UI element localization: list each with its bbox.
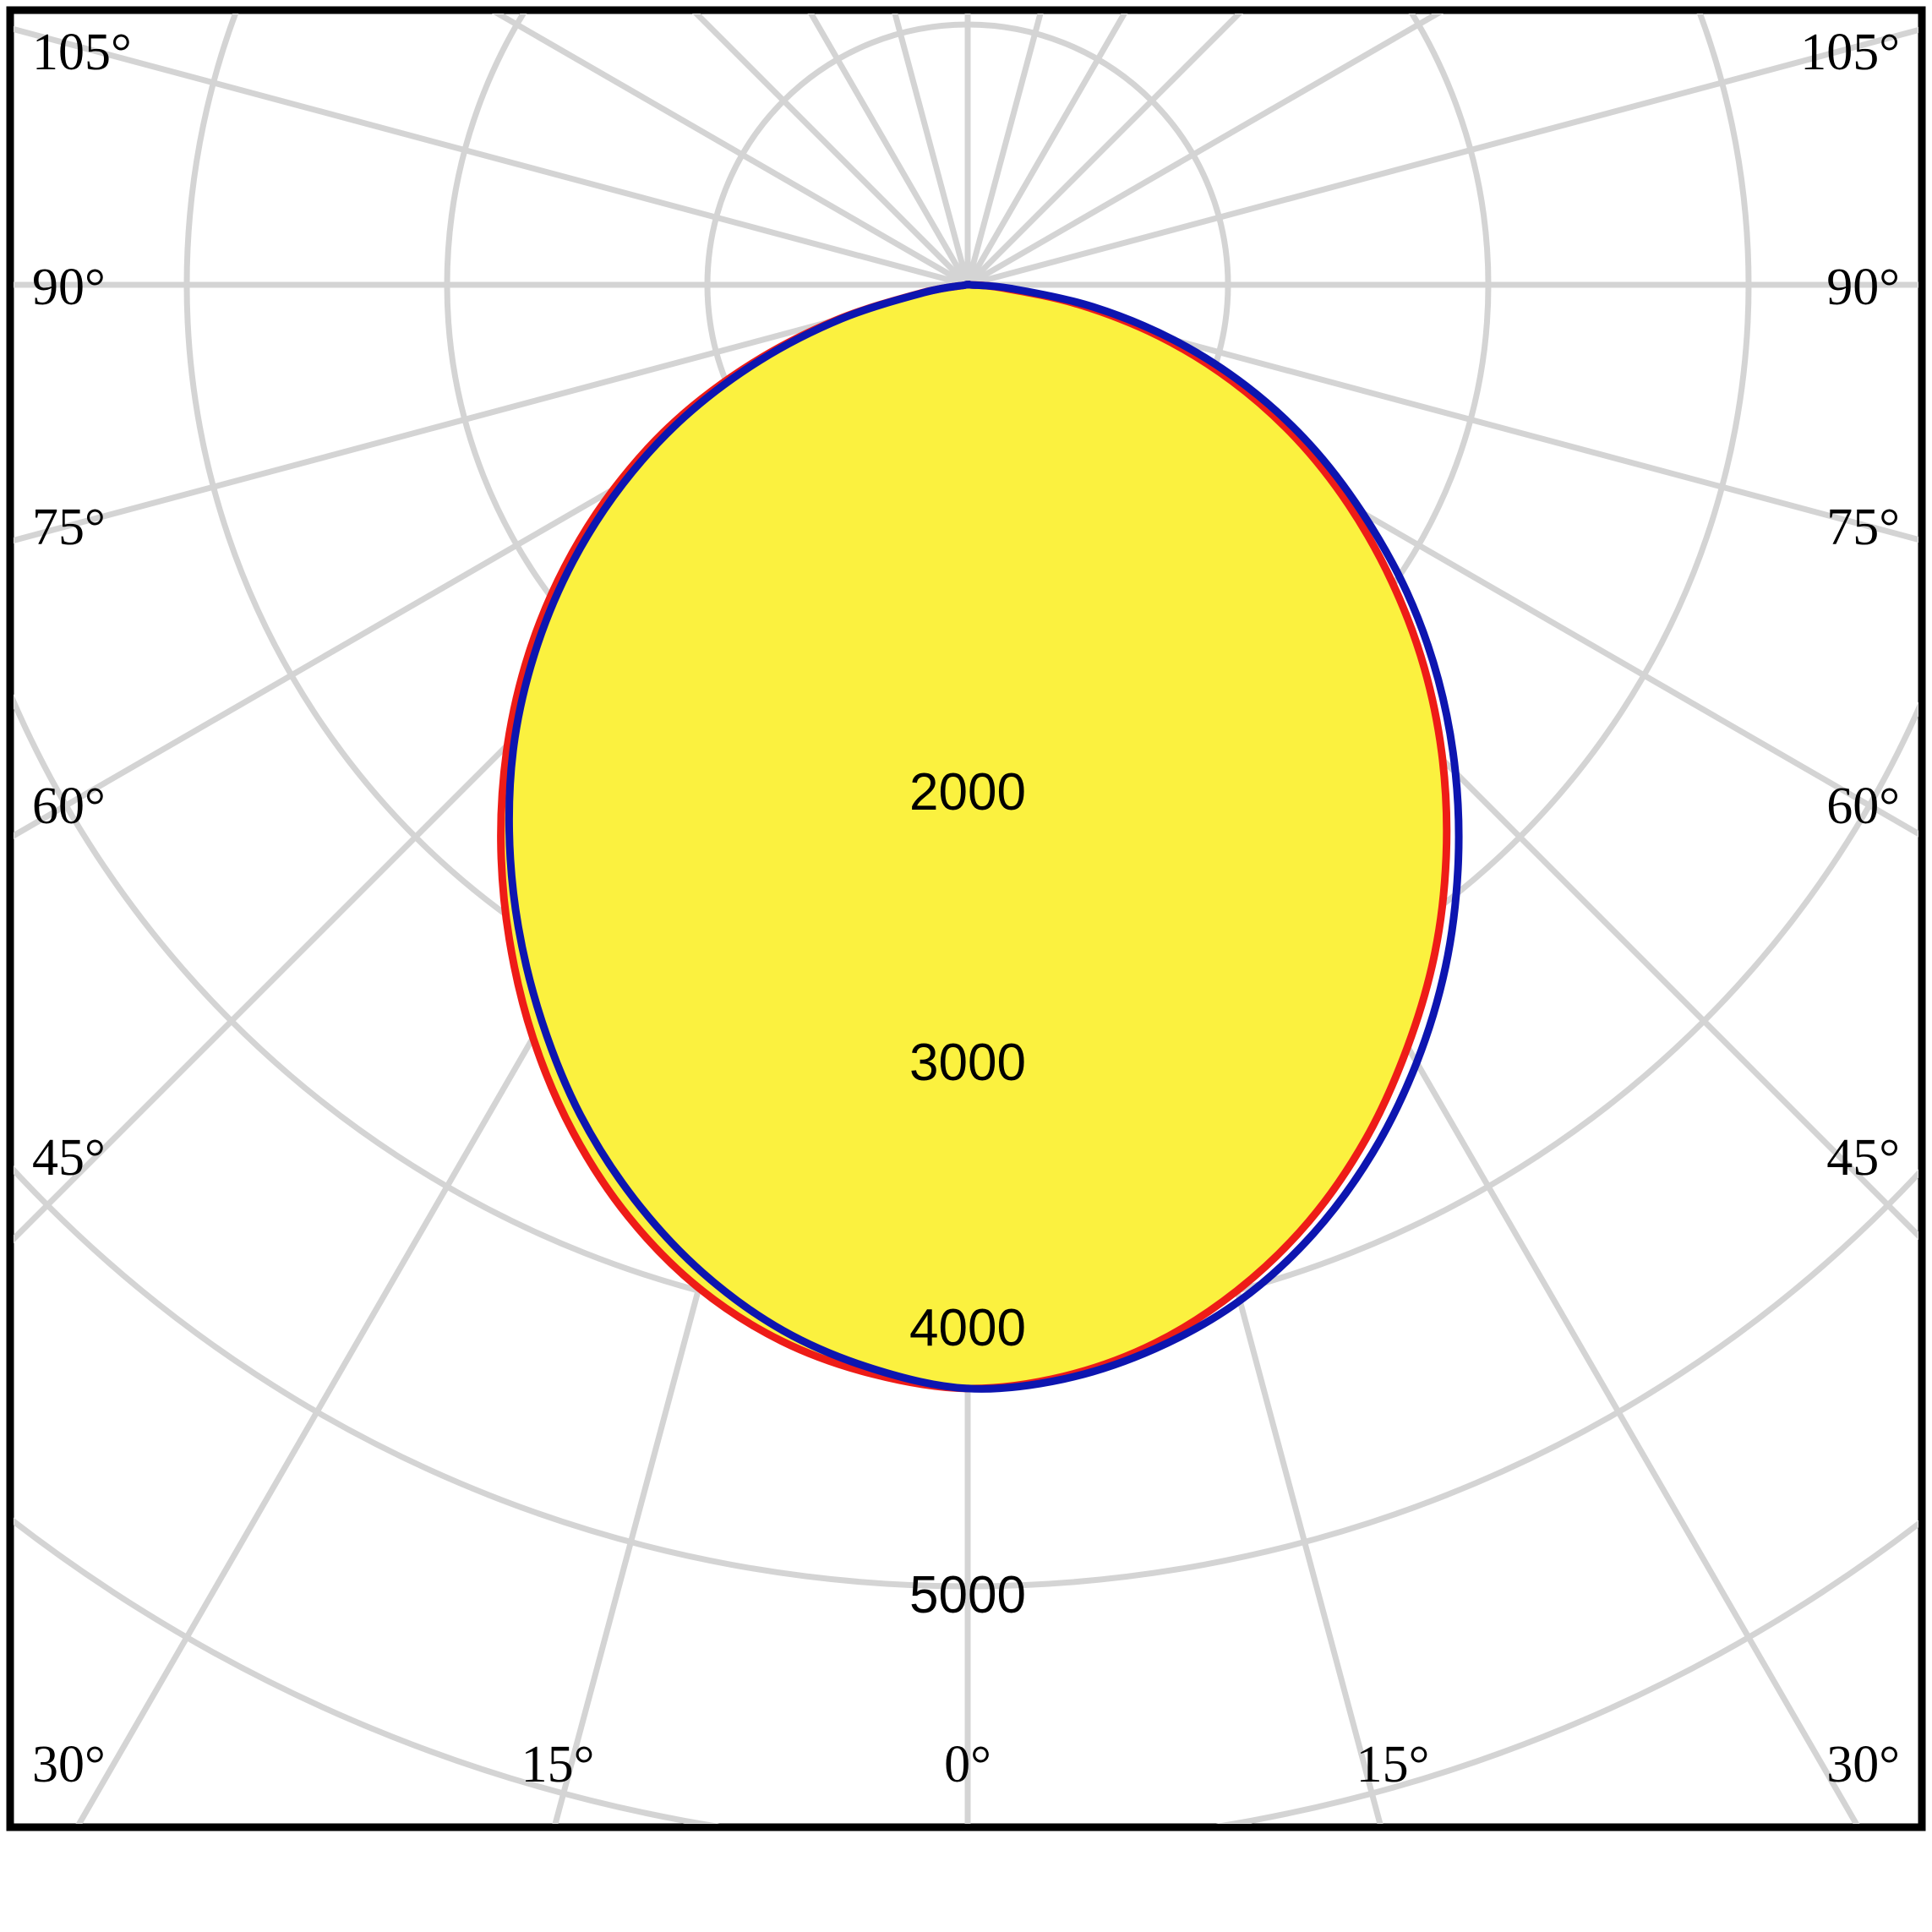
bottom-0: 0° (944, 1736, 991, 1793)
angular-gridline-75 (964, 281, 1918, 543)
right-105: 105° (1800, 24, 1900, 81)
right-60: 60° (1826, 778, 1900, 835)
angular-gridline--75 (14, 281, 971, 544)
left-75: 75° (32, 499, 106, 556)
series-curve-c90-c270 (505, 281, 1463, 1393)
right-30: 30° (1826, 1736, 1900, 1793)
angular-gridline--105 (14, 25, 971, 288)
left-90: 90° (32, 259, 106, 316)
left-30: 30° (32, 1736, 106, 1793)
angular-gridline--135 (692, 14, 971, 288)
bottom-15-left: 15° (521, 1736, 595, 1793)
left-45: 45° (32, 1129, 106, 1187)
angular-gridline--120 (492, 14, 971, 288)
radial-2000: 2000 (909, 763, 1026, 821)
bottom-15-right: 15° (1356, 1736, 1430, 1793)
angular-gridline-105 (964, 26, 1918, 288)
radial-3000: 3000 (909, 1034, 1026, 1092)
radial-5000: 5000 (909, 1566, 1026, 1624)
radial-tick-labels: 2000 3000 4000 5000 (909, 763, 1026, 1624)
distribution-fill-area (500, 284, 1447, 1389)
right-75: 75° (1826, 499, 1900, 556)
left-60: 60° (32, 778, 106, 835)
left-105: 105° (32, 24, 132, 81)
angular-gridline-135 (964, 14, 1243, 288)
right-90: 90° (1826, 259, 1900, 316)
radial-4000: 4000 (909, 1299, 1026, 1357)
angular-gridline-120 (964, 14, 1444, 288)
right-45: 45° (1826, 1129, 1900, 1187)
angle-tick-labels: 105° 90° 75° 60° 45° 30° 105° 90° 75° 60° 45° 30° 15… (32, 24, 1900, 1793)
